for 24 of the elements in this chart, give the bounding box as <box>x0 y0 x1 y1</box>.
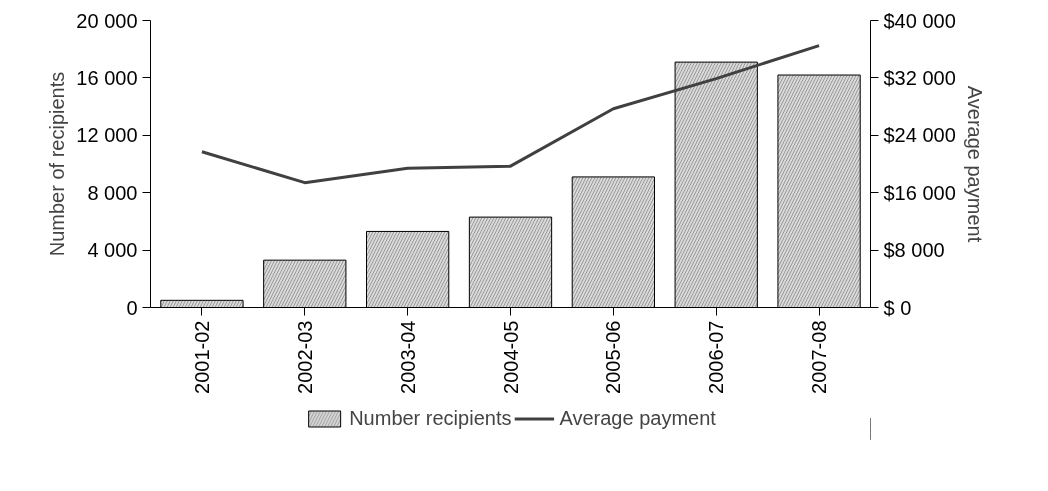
x-tick-label: 2002-03 <box>293 320 316 394</box>
y2-tick-label: $32 000 <box>883 66 956 89</box>
legend-label: Number recipients <box>349 406 512 430</box>
y-tick-label: 20 000 <box>76 9 138 32</box>
y2-axis-title: Average payment <box>963 85 986 243</box>
line-series <box>200 44 821 185</box>
x-tick-label: 2004-05 <box>499 320 522 394</box>
y2-tick-label: $16 000 <box>883 181 956 204</box>
y-tick-label: 8 000 <box>87 181 138 204</box>
y2-tick-label: $40 000 <box>883 9 956 32</box>
x-tick-label: 2003-04 <box>396 320 419 394</box>
legend-label: Average payment <box>559 406 716 430</box>
y2-tick-label: $24 000 <box>883 124 956 147</box>
y-axis-title: Number of recipients <box>46 71 69 257</box>
y-tick-label: 16 000 <box>76 66 138 89</box>
y2-tick-label: $8 000 <box>883 239 945 262</box>
y2-tick-label: $ 0 <box>883 296 912 319</box>
x-tick-label: 2007-08 <box>808 320 831 394</box>
x-tick-label: 2006-07 <box>705 320 728 394</box>
x-tick-label: 2005-06 <box>602 320 625 394</box>
x-tick-label: 2001-02 <box>190 320 213 394</box>
y-tick-label: 12 000 <box>76 124 138 147</box>
y-tick-label: 0 <box>126 296 138 319</box>
y-tick-label: 4 000 <box>87 239 138 262</box>
